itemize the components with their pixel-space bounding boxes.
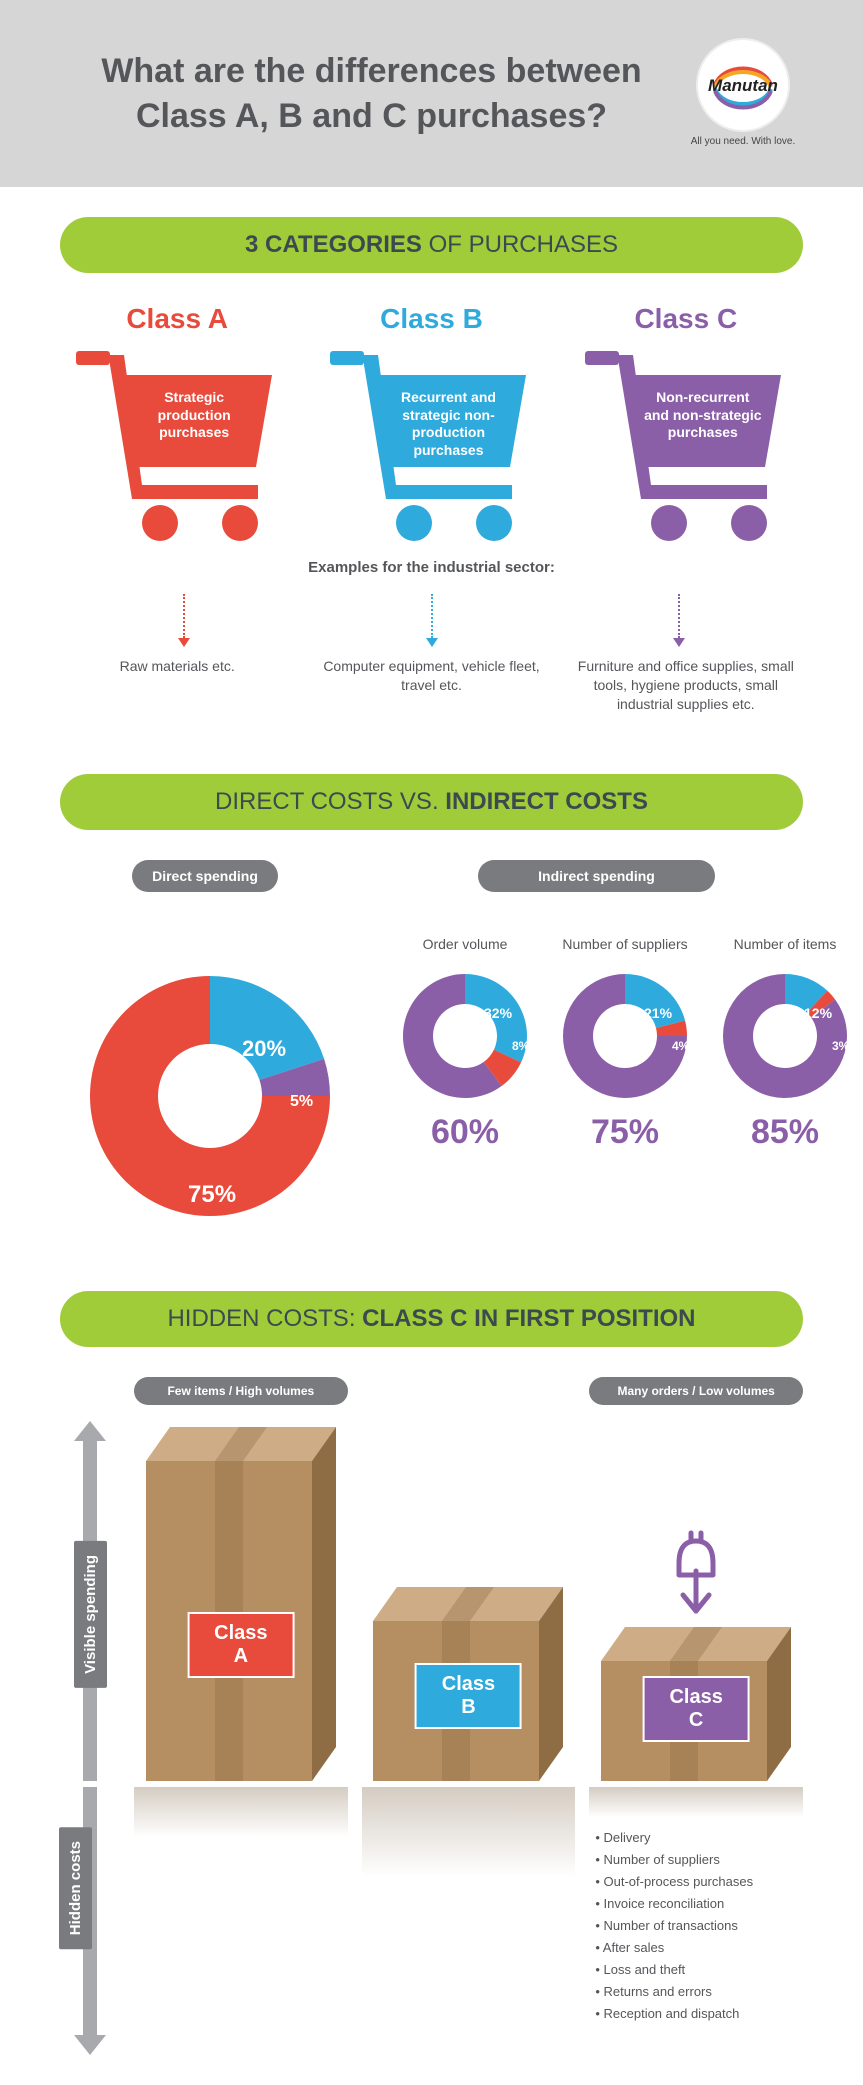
- class-column-a: Class A Strategic production purchases: [60, 303, 294, 545]
- class-title: Class A: [60, 303, 294, 335]
- donut-title: Number of items: [710, 936, 860, 954]
- bullet-item: Number of transactions: [595, 1915, 797, 1937]
- pointing-hand-icon: [661, 1527, 731, 1617]
- pill-few-items: Few items / High volumes: [134, 1377, 348, 1405]
- reflection-a: [134, 1787, 348, 1837]
- brand-logo: Manutan All you need. With love.: [683, 40, 803, 147]
- pct-label: 5%: [290, 1093, 313, 1110]
- dotted-arrow-icon: [431, 594, 433, 638]
- shopping-cart-icon: [581, 345, 791, 545]
- pill-many-orders: Many orders / Low volumes: [589, 1377, 803, 1405]
- bullet-item: Invoice reconciliation: [595, 1893, 797, 1915]
- arrow-head-icon: [178, 638, 190, 647]
- pct-label: 75%: [188, 1181, 236, 1208]
- example-text: Furniture and office supplies, small too…: [569, 657, 803, 714]
- donut-chart: 21% 4%: [550, 966, 700, 1116]
- examples-label: Examples for the industrial sector:: [60, 559, 803, 576]
- banner-plain: HIDDEN COSTS:: [167, 1305, 362, 1332]
- box-class-badge: Class A: [187, 1612, 294, 1678]
- class-title: Class C: [569, 303, 803, 335]
- banner-bold: CLASS C IN FIRST POSITION: [362, 1305, 695, 1332]
- donut-chart: 12% 3%: [710, 966, 860, 1116]
- class-desc: Recurrent and strategic non-production p…: [388, 389, 508, 459]
- dotted-arrow-icon: [678, 594, 680, 638]
- axis-hidden-costs: Hidden costs: [59, 1827, 92, 1949]
- bullet-item: Returns and errors: [595, 1981, 797, 2003]
- indirect-donut: Number of items 12% 3% 85%: [710, 912, 860, 1152]
- banner-bold: INDIRECT COSTS: [445, 788, 648, 815]
- header-band: What are the differences between Class A…: [0, 0, 863, 187]
- direct-spending-donut: 20% 5% 75%: [80, 966, 340, 1226]
- svg-text:4%: 4%: [672, 1039, 690, 1053]
- bullet-item: After sales: [595, 1937, 797, 1959]
- categories-banner: 3 CATEGORIES OF PURCHASES: [60, 217, 803, 273]
- example-text: Raw materials etc.: [60, 657, 294, 714]
- dotted-arrow-icon: [183, 594, 185, 638]
- class-desc: Non-recurrent and non-strategic purchase…: [643, 389, 763, 442]
- costs-section: DIRECT COSTS VS. INDIRECT COSTS Direct s…: [0, 744, 863, 1261]
- hidden-banner: HIDDEN COSTS: CLASS C IN FIRST POSITION: [60, 1291, 803, 1347]
- logo-text: Manutan: [708, 76, 778, 96]
- arrow-head-icon: [673, 638, 685, 647]
- hidden-cost-bullets: DeliveryNumber of suppliersOut-of-proces…: [589, 1817, 803, 2026]
- donut-big-pct: 60%: [390, 1113, 540, 1152]
- hidden-costs-section: HIDDEN COSTS: CLASS C IN FIRST POSITION …: [0, 1261, 863, 2085]
- axis-down-arrow-icon: [74, 2035, 106, 2055]
- donut-title: Number of suppliers: [550, 936, 700, 954]
- donut-chart: 32% 8%: [390, 966, 540, 1116]
- indirect-donut: Number of suppliers 21% 4% 75%: [550, 912, 700, 1152]
- donut-title: Order volume: [390, 936, 540, 954]
- banner-bold: 3 CATEGORIES: [245, 231, 422, 258]
- bullet-item: Number of suppliers: [595, 1849, 797, 1871]
- box-class-badge: Class B: [415, 1663, 522, 1729]
- shopping-cart-icon: [72, 345, 282, 545]
- donut-big-pct: 75%: [550, 1113, 700, 1152]
- direct-spending-pill: Direct spending: [132, 860, 278, 892]
- reflection-b: [362, 1787, 576, 1877]
- indirect-spending-pill: Indirect spending: [478, 860, 715, 892]
- axis-visible-spending: Visible spending: [74, 1541, 107, 1688]
- class-column-b: Class B Recurrent and strategic non-prod…: [314, 303, 548, 545]
- axis-up-arrow-icon: [74, 1421, 106, 1441]
- banner-rest: OF PURCHASES: [422, 231, 618, 258]
- svg-text:12%: 12%: [804, 1005, 833, 1021]
- class-title: Class B: [314, 303, 548, 335]
- bullet-item: Reception and dispatch: [595, 2003, 797, 2025]
- costs-banner: DIRECT COSTS VS. INDIRECT COSTS: [60, 774, 803, 830]
- svg-text:3%: 3%: [832, 1039, 850, 1053]
- example-text: Computer equipment, vehicle fleet, trave…: [314, 657, 548, 714]
- svg-text:32%: 32%: [484, 1005, 513, 1021]
- bullet-item: Delivery: [595, 1827, 797, 1849]
- pct-label: 20%: [242, 1036, 286, 1061]
- svg-text:21%: 21%: [644, 1005, 673, 1021]
- cardboard-box-icon: [146, 1427, 336, 1781]
- bullet-item: Out-of-process purchases: [595, 1871, 797, 1893]
- logo-tagline: All you need. With love.: [691, 136, 796, 147]
- class-column-c: Class C Non-recurrent and non-strategic …: [569, 303, 803, 545]
- categories-section: 3 CATEGORIES OF PURCHASES Class A Strate…: [0, 187, 863, 744]
- donut-big-pct: 85%: [710, 1113, 860, 1152]
- bullet-item: Loss and theft: [595, 1959, 797, 1981]
- box-class-badge: Class C: [643, 1676, 750, 1742]
- reflection-c: [589, 1787, 803, 1817]
- svg-text:8%: 8%: [512, 1039, 530, 1053]
- banner-plain: DIRECT COSTS VS.: [215, 788, 445, 815]
- class-desc: Strategic production purchases: [134, 389, 254, 442]
- arrow-head-icon: [426, 638, 438, 647]
- indirect-donut: Order volume 32% 8% 60%: [390, 912, 540, 1152]
- page-title: What are the differences between Class A…: [60, 49, 683, 137]
